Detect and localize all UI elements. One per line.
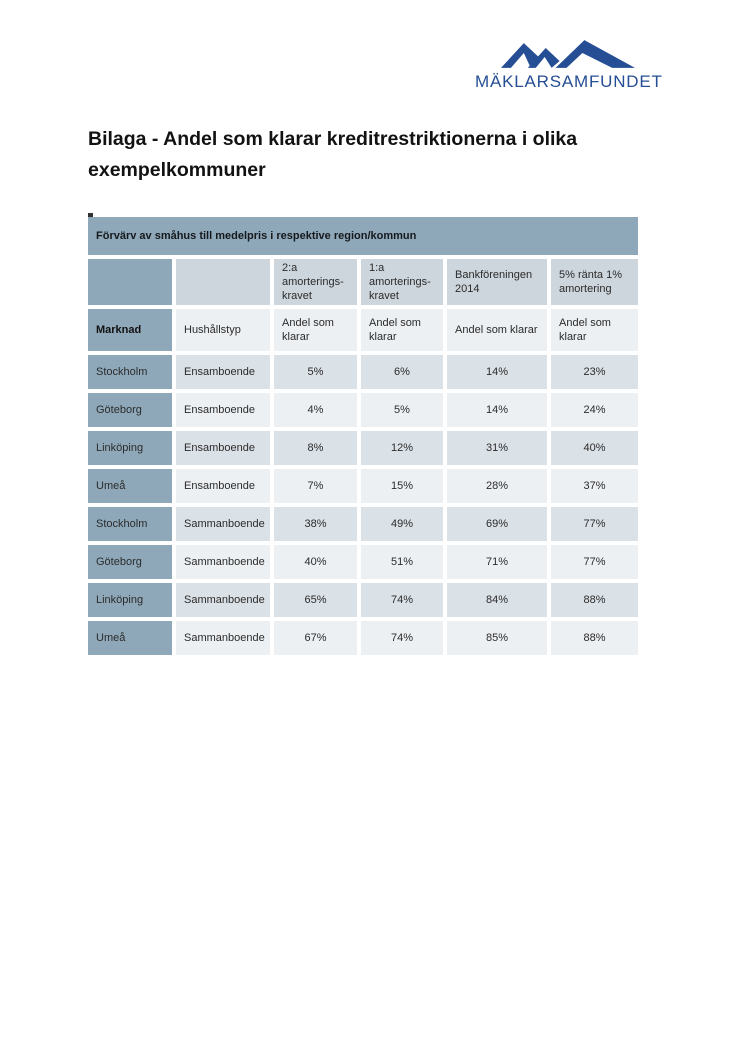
logo-wordmark: MÄKLARSAMFUNDET xyxy=(475,72,663,91)
double-roof-icon xyxy=(501,40,635,68)
data-cell: 38% xyxy=(274,507,357,541)
data-cell: 14% xyxy=(447,393,547,427)
row-label-cell: Göteborg xyxy=(88,393,172,427)
data-cell: 49% xyxy=(361,507,443,541)
data-cell: 31% xyxy=(447,431,547,465)
scan-tick-mark xyxy=(88,213,93,217)
page-title: Bilaga - Andel som klarar kreditrestrikt… xyxy=(88,128,578,181)
data-cell: 8% xyxy=(274,431,357,465)
data-cell: 88% xyxy=(551,583,638,617)
data-cell: 24% xyxy=(551,393,638,427)
data-cell: 15% xyxy=(361,469,443,503)
group-header-1a-amorteringskravet: 1:a amorterings- kravet xyxy=(361,259,443,305)
row-label-cell: Umeå xyxy=(88,621,172,655)
group-header-5-ranta-1-amortering: 5% ränta 1% amortering xyxy=(551,259,638,305)
data-cell: 88% xyxy=(551,621,638,655)
data-cell: 5% xyxy=(274,355,357,389)
data-cell: 69% xyxy=(447,507,547,541)
data-cell: 7% xyxy=(274,469,357,503)
column-header-andel-som-klarar: Andel som klarar xyxy=(551,309,638,351)
data-cell: 67% xyxy=(274,621,357,655)
household-type-cell: Ensamboende xyxy=(176,431,270,465)
group-header-bankforeningen-2014: Bankföreningen 2014 xyxy=(447,259,547,305)
row-label-cell: Umeå xyxy=(88,469,172,503)
credit-restrictions-table: Förvärv av småhus till medelpris i respe… xyxy=(88,217,638,655)
column-header-andel-som-klarar: Andel som klarar xyxy=(274,309,357,351)
data-cell: 37% xyxy=(551,469,638,503)
household-type-cell: Sammanboende xyxy=(176,545,270,579)
table-caption: Förvärv av småhus till medelpris i respe… xyxy=(88,217,638,255)
data-cell: 74% xyxy=(361,583,443,617)
data-cell: 6% xyxy=(361,355,443,389)
household-type-cell: Ensamboende xyxy=(176,393,270,427)
data-cell: 40% xyxy=(274,545,357,579)
household-type-cell: Sammanboende xyxy=(176,507,270,541)
data-cell: 84% xyxy=(447,583,547,617)
data-cell: 4% xyxy=(274,393,357,427)
row-label-cell: Stockholm xyxy=(88,355,172,389)
group-header-spacer-hushallstyp xyxy=(176,259,270,305)
data-cell: 74% xyxy=(361,621,443,655)
row-label-cell: Linköping xyxy=(88,431,172,465)
household-type-cell: Ensamboende xyxy=(176,469,270,503)
column-header-andel-som-klarar: Andel som klarar xyxy=(447,309,547,351)
data-cell: 51% xyxy=(361,545,443,579)
data-cell: 71% xyxy=(447,545,547,579)
data-cell: 40% xyxy=(551,431,638,465)
column-header-marknad: Marknad xyxy=(88,309,172,351)
data-cell: 5% xyxy=(361,393,443,427)
group-header-2a-amorteringskravet: 2:a amorterings- kravet xyxy=(274,259,357,305)
column-header-andel-som-klarar: Andel som klarar xyxy=(361,309,443,351)
row-label-cell: Göteborg xyxy=(88,545,172,579)
data-cell: 77% xyxy=(551,545,638,579)
data-cell: 85% xyxy=(447,621,547,655)
data-cell: 65% xyxy=(274,583,357,617)
household-type-cell: Sammanboende xyxy=(176,621,270,655)
column-header-hushallstyp: Hushållstyp xyxy=(176,309,270,351)
data-cell: 14% xyxy=(447,355,547,389)
maklarsamfundet-logo: MÄKLARSAMFUNDET xyxy=(475,40,663,92)
data-cell: 77% xyxy=(551,507,638,541)
household-type-cell: Ensamboende xyxy=(176,355,270,389)
row-label-cell: Stockholm xyxy=(88,507,172,541)
group-header-spacer-marknad xyxy=(88,259,172,305)
data-cell: 12% xyxy=(361,431,443,465)
data-cell: 28% xyxy=(447,469,547,503)
row-label-cell: Linköping xyxy=(88,583,172,617)
household-type-cell: Sammanboende xyxy=(176,583,270,617)
data-cell: 23% xyxy=(551,355,638,389)
